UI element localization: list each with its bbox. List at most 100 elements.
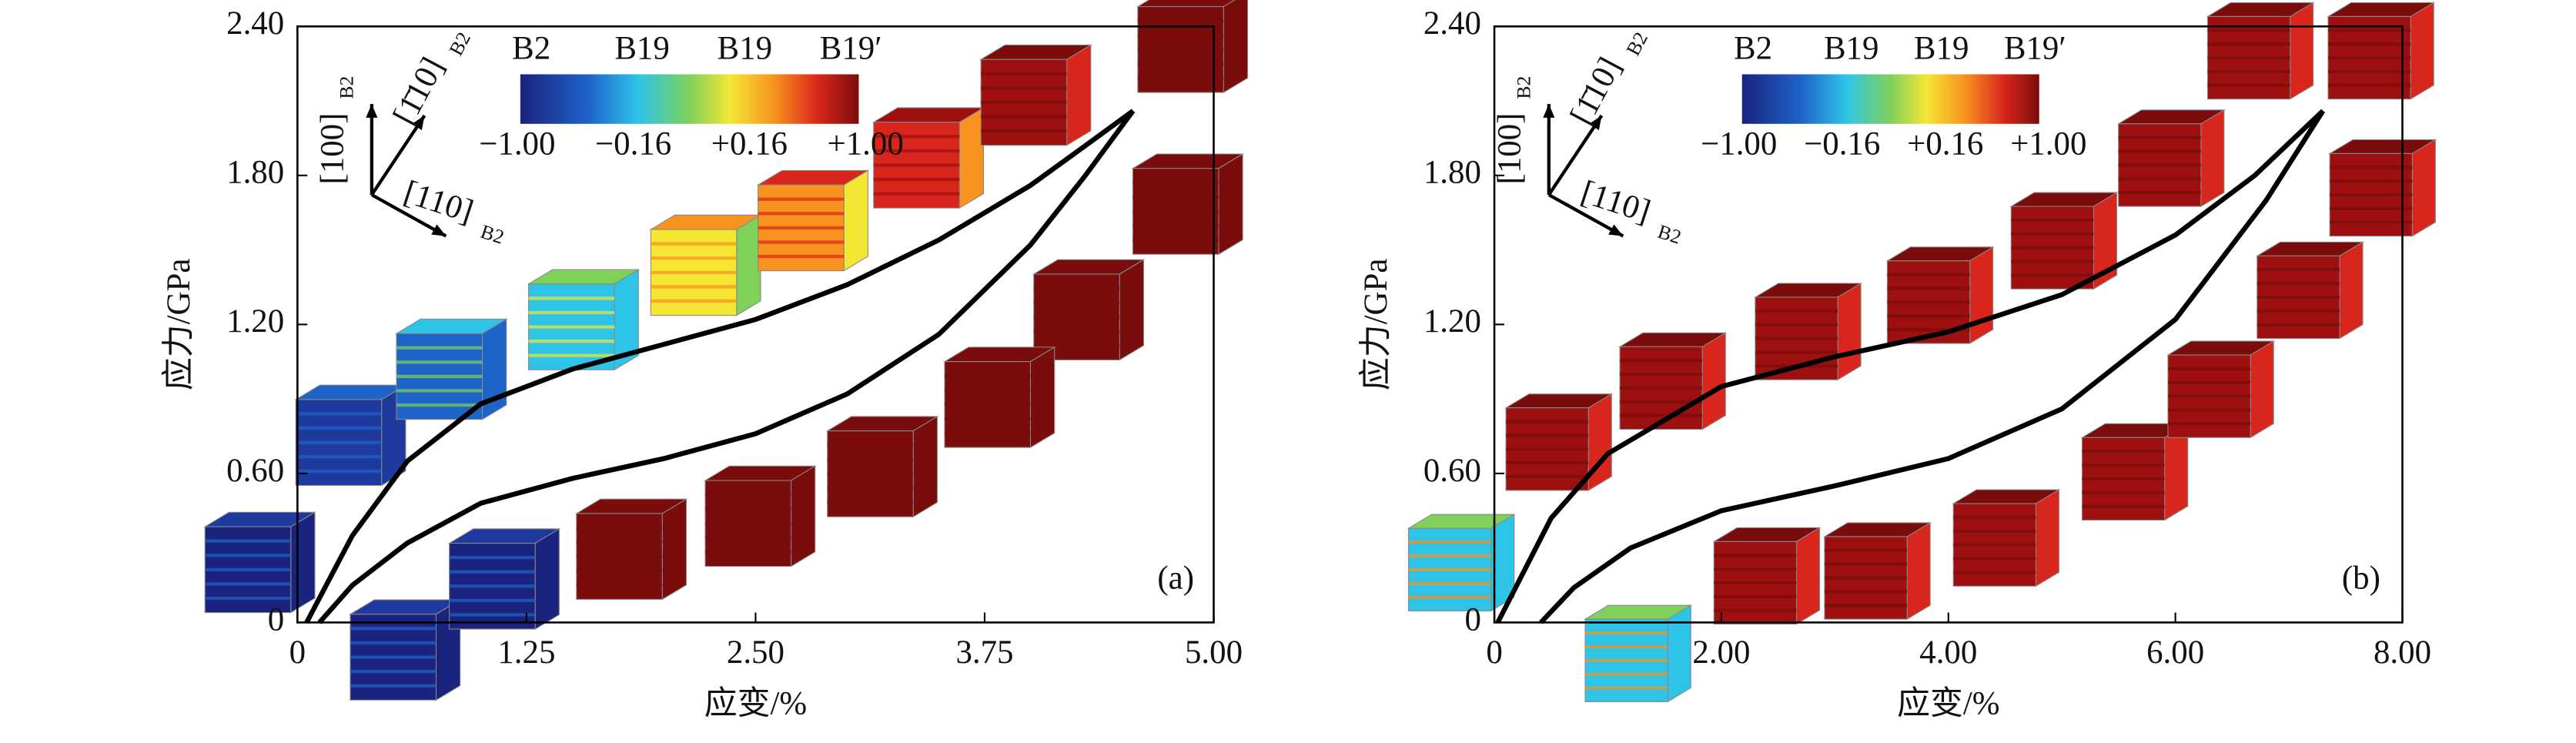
direction-label: [110]B2	[1577, 174, 1684, 249]
y-tick-label: 0	[268, 601, 284, 638]
cube-snapshot	[704, 465, 817, 567]
cube-snapshot	[1885, 246, 1995, 344]
direction-label: [1̄10]B2	[1564, 28, 1652, 131]
direction-index: [100]	[1491, 113, 1527, 185]
colorbar-tick-label: +0.16	[1907, 126, 1983, 162]
cube-snapshot	[1712, 527, 1822, 625]
cube-snapshot	[2206, 2, 2315, 100]
cube-face	[2164, 423, 2189, 521]
cube-face	[1701, 332, 1726, 430]
cube-face	[1119, 259, 1145, 361]
y-tick-label: 2.40	[1423, 5, 1481, 42]
direction-arrow	[370, 114, 427, 196]
direction-label: [100] B2	[1491, 76, 1534, 185]
cube-face	[1218, 153, 1243, 256]
colorbar-tick-label: +0.16	[711, 126, 788, 162]
x-tick-label: 5.00	[1185, 634, 1243, 671]
panel-label: (b)	[2342, 561, 2380, 597]
cube-snapshot	[1136, 0, 1249, 94]
cube-face	[1223, 0, 1249, 94]
cube-snapshot	[574, 498, 688, 601]
cube-face	[912, 416, 938, 518]
cube-face	[2339, 241, 2364, 340]
direction-subscript: B2	[336, 76, 358, 99]
direction-label: [1̄10]B2	[386, 28, 475, 131]
cube-snapshot	[349, 599, 462, 701]
cube-face	[1969, 246, 1994, 344]
colorbar	[520, 74, 859, 124]
cube-face	[1667, 604, 1691, 703]
arrow-head	[1589, 115, 1602, 131]
x-tick-label: 8.00	[2374, 634, 2431, 671]
phase-label: B2	[1734, 30, 1772, 66]
cube-face	[1837, 283, 1862, 381]
x-tick-label: 6.00	[2146, 634, 2204, 671]
cube-face	[790, 465, 816, 567]
cube-snapshot	[1032, 259, 1146, 361]
cube-face	[2200, 109, 2225, 208]
cube-snapshot	[294, 384, 407, 487]
cube-snapshot	[2116, 109, 2226, 208]
y-tick-label: 2.40	[226, 5, 284, 42]
x-axis-label: 应变/%	[1897, 685, 1999, 722]
direction-label: [110]B2	[400, 174, 507, 249]
x-tick-label: 4.00	[1919, 634, 1977, 671]
cube-snapshot	[943, 346, 1056, 449]
colorbar-tick-label: +1.00	[2010, 126, 2086, 162]
x-tick-label: 1.25	[497, 634, 555, 671]
arrow-head	[366, 104, 378, 118]
cube-face	[534, 527, 560, 630]
panel-label: (a)	[1157, 561, 1194, 597]
y-tick-label: 1.20	[1423, 303, 1481, 340]
colorbar-tick-label: −0.16	[595, 126, 671, 162]
x-tick-label: 2.50	[727, 634, 785, 671]
cube-snapshot	[2080, 423, 2190, 521]
cube-face	[290, 511, 316, 614]
y-tick-label: 1.80	[226, 155, 284, 191]
cube-snapshot	[756, 169, 870, 272]
cube-snapshot	[1504, 393, 1614, 491]
y-tick-label: 0	[1464, 601, 1480, 638]
cube-snapshot	[203, 511, 316, 614]
phase-label: B19	[614, 30, 669, 66]
cube-face	[1029, 346, 1055, 449]
cube-face	[2411, 139, 2436, 237]
x-axis-label: 应变/%	[704, 685, 807, 722]
y-tick-label: 0.60	[1423, 453, 1481, 489]
cube-face	[843, 169, 868, 272]
cube-face	[1906, 521, 1931, 621]
phase-label: B19′	[820, 30, 882, 66]
cube-snapshot	[649, 214, 762, 316]
cube-snapshot	[2327, 2, 2436, 100]
cube-snapshot	[395, 318, 508, 420]
cube-snapshot	[2255, 241, 2364, 340]
phase-label: B19	[718, 30, 772, 66]
direction-subscript: B2	[1621, 28, 1652, 59]
phase-label: B19	[1824, 30, 1878, 66]
direction-subscript: B2	[1655, 220, 1684, 249]
x-tick-label: 2.00	[1692, 634, 1750, 671]
phase-label: B19	[1914, 30, 1969, 66]
colorbar-tick-label: +1.00	[828, 126, 904, 162]
y-tick-label: 1.80	[1423, 155, 1481, 191]
arrow-head	[1543, 104, 1555, 118]
colorbar-tick-label: −1.00	[1701, 126, 1777, 162]
direction-arrow	[370, 193, 447, 238]
cube-snapshot	[527, 269, 641, 371]
cube-face	[2410, 2, 2434, 100]
direction-subscript: B2	[444, 28, 475, 59]
cube-snapshot	[1131, 153, 1245, 256]
x-tick-label: 0	[289, 634, 306, 671]
cube-snapshot	[825, 416, 939, 518]
cube-face	[1587, 393, 1612, 491]
cube-face	[1066, 44, 1092, 146]
cube-snapshot	[2328, 139, 2437, 237]
direction-index: [110]	[400, 174, 477, 230]
y-tick-label: 0.60	[226, 453, 284, 489]
cube-face	[2290, 2, 2314, 100]
cube-snapshot	[447, 527, 561, 630]
phase-label: B2	[512, 30, 550, 66]
cube-face	[958, 107, 985, 209]
cube-snapshot	[1584, 604, 1693, 703]
